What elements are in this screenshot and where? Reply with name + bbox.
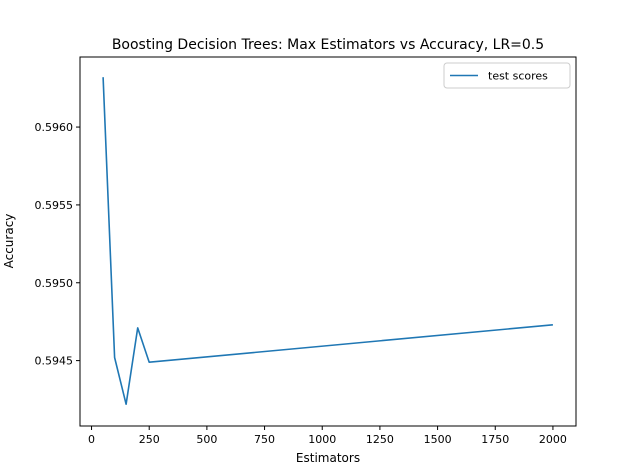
x-tick-label: 250: [139, 433, 160, 446]
legend-label-test-scores: test scores: [488, 70, 548, 83]
x-tick-label: 1500: [424, 433, 452, 446]
x-tick-label: 500: [196, 433, 217, 446]
x-tick-label: 1750: [481, 433, 509, 446]
plot-area: 0 250 500 750 1000 1250 1500 1750 2000 0.5945 0.59…: [35, 77, 567, 446]
y-tick-label: 0.5955: [35, 199, 74, 212]
legend: test scores: [443, 62, 571, 89]
y-tick-label: 0.5950: [35, 277, 74, 290]
series-line-test-scores: [102, 77, 553, 406]
x-axis-label: Estimators: [296, 451, 360, 465]
x-tick-label: 750: [254, 433, 275, 446]
y-tick-label: 0.5945: [35, 355, 74, 368]
y-axis-label: Accuracy: [2, 214, 16, 269]
chart-title: Boosting Decision Trees: Max Estimators …: [112, 37, 544, 53]
y-tick-label: 0.5960: [35, 121, 74, 134]
x-tick-label: 0: [88, 433, 95, 446]
x-tick-label: 1000: [308, 433, 336, 446]
axes-frame: [79, 56, 577, 427]
x-tick-label: 1250: [366, 433, 394, 446]
legend-box: [443, 62, 571, 89]
x-tick-label: 2000: [539, 433, 567, 446]
